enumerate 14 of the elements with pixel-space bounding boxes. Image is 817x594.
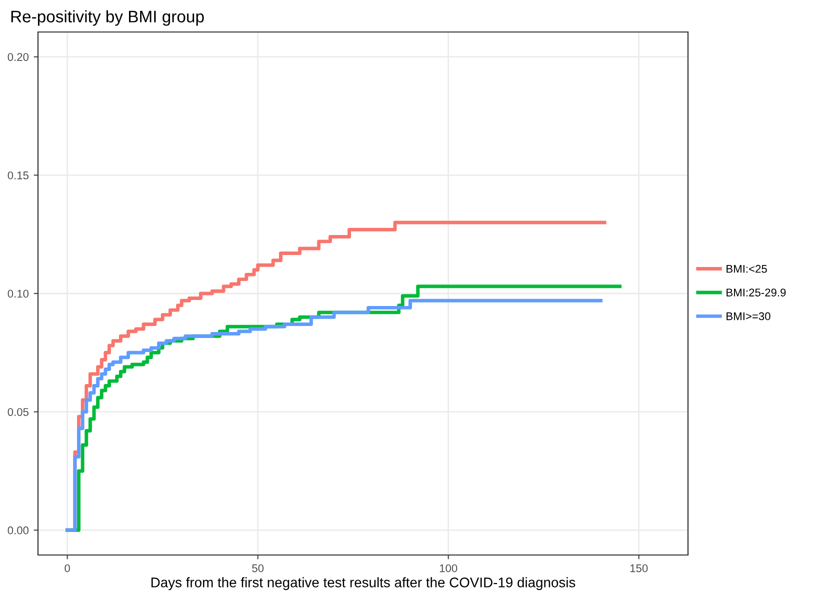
x-axis-title: Days from the first negative test results after the COVID-19 diagnosis xyxy=(151,577,576,590)
y-tick-label: 0.15 xyxy=(8,171,29,180)
legend-label: BMI:<25 xyxy=(726,264,767,273)
x-tick-label: 100 xyxy=(440,564,458,572)
x-tick-label: 0 xyxy=(64,564,70,572)
y-tick-label: 0.10 xyxy=(8,290,29,298)
legend-label: BMI:25-29.9 xyxy=(726,288,786,296)
y-tick-label: 0.20 xyxy=(8,53,29,61)
x-tick-label: 150 xyxy=(630,564,648,572)
chart-title: Re-positivity by BMI group xyxy=(11,10,204,26)
x-tick-label: 50 xyxy=(252,564,264,572)
y-tick-label: 0.00 xyxy=(8,526,29,534)
legend-label: BMI>=30 xyxy=(726,312,770,320)
y-tick-label: 0.05 xyxy=(8,408,29,416)
